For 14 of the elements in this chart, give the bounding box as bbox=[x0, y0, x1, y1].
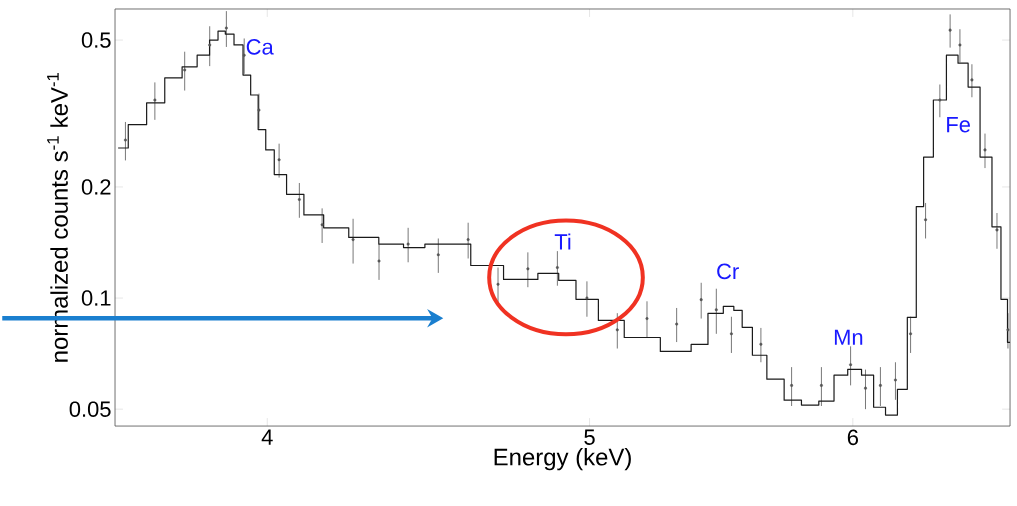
annotation: Mn bbox=[834, 329, 863, 345]
annotation: Cr bbox=[717, 263, 739, 280]
annotation: Ca bbox=[246, 39, 274, 55]
x-tick-label: 4 bbox=[261, 429, 273, 445]
y-tick-label: 0.05 bbox=[69, 401, 111, 418]
x-tick-label: 6 bbox=[847, 429, 858, 446]
y-axis-title: normalized counts s$^{-1}$ keV$^{-1}$ bbox=[47, 73, 68, 362]
x-tick-label: 5 bbox=[584, 429, 595, 445]
annotation: Ti bbox=[554, 233, 571, 250]
x-axis-title: Energy (keV) bbox=[494, 448, 631, 471]
annotation: Fe bbox=[947, 117, 970, 133]
y-tick-label: 0.1 bbox=[81, 290, 111, 306]
y-tick-label: 0.2 bbox=[81, 179, 111, 195]
y-tick-label: 0.5 bbox=[81, 32, 111, 48]
